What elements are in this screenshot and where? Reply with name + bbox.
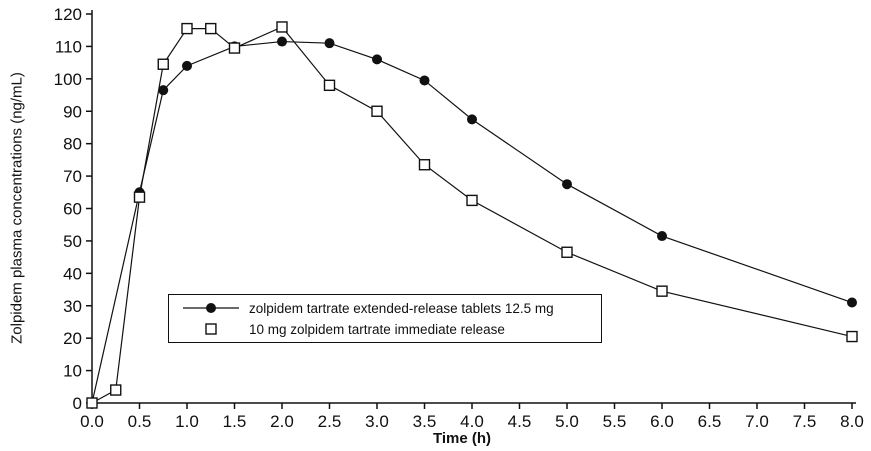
data-point-immediate-release bbox=[157, 58, 169, 70]
data-point-extended-release bbox=[158, 85, 169, 96]
data-point-immediate-release bbox=[466, 194, 478, 207]
data-point-immediate-release bbox=[181, 22, 193, 35]
data-point-immediate-release bbox=[418, 159, 431, 171]
x-tick-label: 3.5 bbox=[413, 412, 437, 431]
y-tick-label: 40 bbox=[63, 264, 82, 283]
data-point-immediate-release bbox=[276, 21, 288, 33]
data-point-immediate-release bbox=[205, 22, 217, 35]
x-tick-label: 2.0 bbox=[270, 412, 294, 431]
series-line-0 bbox=[91, 40, 853, 404]
data-point-extended-release bbox=[277, 36, 287, 47]
data-point-extended-release bbox=[372, 54, 382, 65]
data-point-immediate-release bbox=[371, 105, 383, 117]
x-tick-label: 8.0 bbox=[840, 412, 864, 431]
data-point-immediate-release bbox=[133, 191, 146, 203]
x-tick-label: 5.5 bbox=[603, 412, 627, 431]
x-tick-label: 7.5 bbox=[793, 412, 817, 431]
y-tick-label: 10 bbox=[63, 362, 82, 381]
y-tick-label: 0 bbox=[73, 394, 82, 413]
y-tick-label: 60 bbox=[63, 200, 82, 219]
legend: zolpidem tartrate extended-release table… bbox=[168, 294, 602, 343]
y-tick-label: 80 bbox=[63, 135, 82, 154]
y-tick-label: 90 bbox=[63, 102, 82, 121]
series-line-1 bbox=[91, 26, 853, 404]
data-point-extended-release bbox=[324, 38, 335, 49]
x-tick-label: 1.5 bbox=[223, 412, 247, 431]
data-point-immediate-release bbox=[86, 397, 98, 409]
x-tick-label: 4.5 bbox=[508, 412, 532, 431]
data-point-immediate-release bbox=[110, 384, 122, 396]
x-tick-label: 0.0 bbox=[80, 412, 104, 431]
x-tick-label: 1.0 bbox=[175, 412, 199, 431]
x-tick-label: 3.0 bbox=[365, 412, 389, 431]
y-tick-label: 100 bbox=[54, 70, 82, 89]
data-point-extended-release bbox=[657, 231, 667, 242]
filled-circle-line-marker-icon bbox=[183, 303, 239, 313]
legend-label-extended-release: zolpidem tartrate extended-release table… bbox=[249, 300, 554, 316]
data-point-extended-release bbox=[182, 60, 192, 71]
x-tick-label: 0.5 bbox=[128, 412, 152, 431]
x-tick-label: 6.5 bbox=[698, 412, 722, 431]
data-point-extended-release bbox=[562, 179, 572, 190]
legend-item-extended-release: zolpidem tartrate extended-release table… bbox=[183, 299, 601, 317]
x-axis-label: Time (h) bbox=[432, 430, 492, 447]
y-tick-label: 20 bbox=[63, 329, 82, 348]
x-tick-label: 6.0 bbox=[650, 412, 674, 431]
y-tick-label: 120 bbox=[54, 5, 82, 24]
x-tick-label: 7.0 bbox=[745, 412, 769, 431]
y-tick-label: 50 bbox=[63, 232, 82, 251]
data-point-immediate-release bbox=[561, 246, 573, 258]
x-tick-label: 4.0 bbox=[460, 412, 484, 431]
legend-label-immediate-release: 10 mg zolpidem tartrate immediate releas… bbox=[249, 321, 505, 337]
open-square-marker-icon bbox=[205, 323, 217, 335]
y-axis-label: Zolpidem plasma concentrations (ng/mL) bbox=[8, 72, 26, 344]
y-tick-label: 70 bbox=[63, 167, 82, 186]
x-tick-label: 2.5 bbox=[318, 412, 342, 431]
y-tick-label: 30 bbox=[63, 297, 82, 316]
legend-item-immediate-release: 10 mg zolpidem tartrate immediate releas… bbox=[183, 320, 601, 338]
data-point-immediate-release bbox=[323, 79, 336, 92]
y-tick-label: 110 bbox=[55, 37, 82, 56]
data-point-immediate-release bbox=[846, 330, 858, 343]
data-point-immediate-release bbox=[228, 42, 241, 54]
x-tick-label: 5.0 bbox=[555, 412, 579, 431]
data-point-extended-release bbox=[419, 75, 430, 86]
data-point-extended-release bbox=[847, 297, 857, 308]
data-point-immediate-release bbox=[656, 285, 668, 297]
data-point-extended-release bbox=[467, 114, 477, 125]
